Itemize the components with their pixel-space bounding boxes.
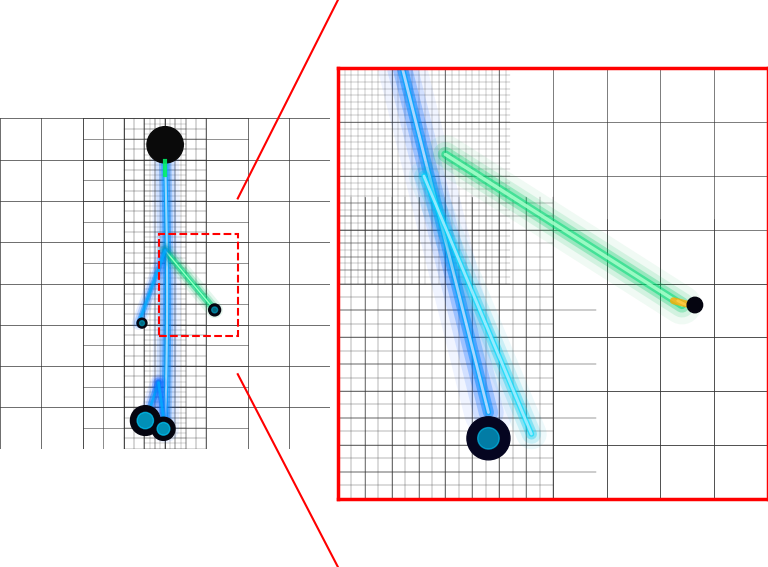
Circle shape	[209, 304, 220, 316]
Circle shape	[137, 412, 154, 429]
Circle shape	[687, 297, 703, 313]
Circle shape	[212, 307, 217, 313]
Circle shape	[152, 417, 175, 441]
Circle shape	[147, 126, 184, 163]
Circle shape	[478, 428, 499, 449]
Circle shape	[137, 318, 147, 328]
Circle shape	[467, 417, 510, 460]
Circle shape	[140, 321, 144, 325]
Circle shape	[131, 406, 161, 435]
Circle shape	[157, 422, 170, 435]
